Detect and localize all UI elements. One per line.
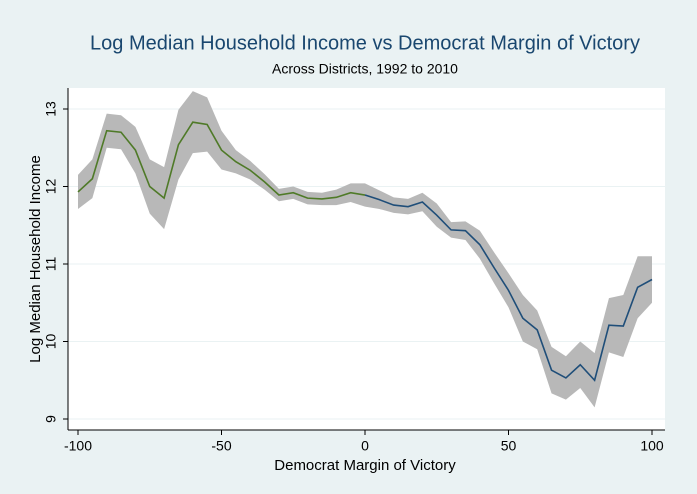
chart-subtitle: Across Districts, 1992 to 2010: [272, 61, 458, 77]
line: [364, 194, 653, 382]
y-tick-label: 12: [43, 179, 59, 195]
x-tick-label: -100: [64, 438, 92, 454]
y-axis-title: Log Median Household Income: [27, 155, 44, 363]
x-axis-title: Democrat Margin of Victory: [274, 457, 456, 474]
y-tick-label: 10: [43, 334, 59, 350]
y-tick-label: 11: [43, 257, 59, 272]
y-tick-label: 9: [43, 415, 59, 423]
line: [77, 121, 366, 200]
x-tick-label: 0: [361, 438, 369, 454]
y-tick-label: 13: [43, 101, 59, 117]
x-tick-label: 100: [640, 438, 664, 454]
x-tick-label: -50: [211, 438, 231, 454]
confidence-band: [78, 91, 652, 408]
x-tick-label: 50: [501, 438, 517, 454]
chart-title: Log Median Household Income vs Democrat …: [90, 32, 640, 54]
